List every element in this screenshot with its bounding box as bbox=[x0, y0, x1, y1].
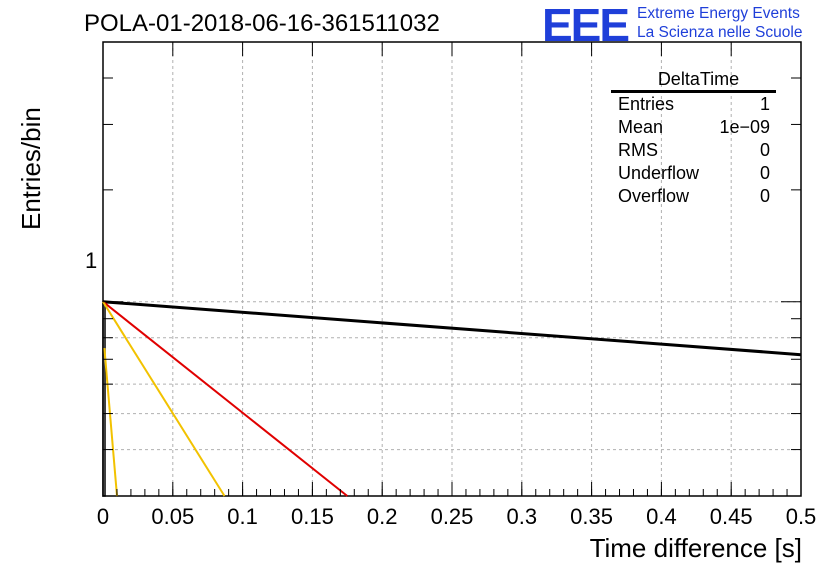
stats-label: Underflow bbox=[618, 163, 700, 183]
x-axis-label: Time difference [s] bbox=[589, 533, 802, 563]
x-tick-label: 0.35 bbox=[570, 504, 613, 529]
stats-row-overflow: Overflow 0 bbox=[611, 185, 776, 208]
x-tick-label: 0.05 bbox=[151, 504, 194, 529]
stats-label: Mean bbox=[618, 117, 664, 137]
x-tick-label: 0.2 bbox=[367, 504, 398, 529]
chart-title: POLA-01-2018-06-16-361511032 bbox=[84, 10, 440, 37]
y-axis-label: Entries/bin bbox=[16, 107, 46, 230]
stats-header: DeltaTime bbox=[611, 69, 776, 93]
x-tick-label: 0.15 bbox=[291, 504, 334, 529]
x-axis-ticks: 0 0.05 0.1 0.15 0.2 0.25 0.3 0.35 0.4 0.45 0.5 bbox=[97, 42, 816, 529]
stats-value: 1e−09 bbox=[719, 117, 770, 137]
logo-caption-line2: La Scienza nelle Scuole bbox=[637, 24, 803, 41]
grid-lines bbox=[103, 42, 801, 496]
stats-label: RMS bbox=[618, 140, 658, 160]
stats-value: 0 bbox=[759, 140, 770, 160]
stats-box: DeltaTime Entries 1 Mean 1e−09 RMS 0 Underf… bbox=[611, 69, 776, 208]
logo-caption-line1: Extreme Energy Events bbox=[637, 5, 800, 22]
x-tick-label: 0.3 bbox=[507, 504, 538, 529]
stats-row-rms: RMS 0 bbox=[611, 139, 776, 162]
eee-logo: EEE bbox=[542, 0, 630, 51]
logo-caption: Extreme Energy Events La Scienza nelle S… bbox=[637, 4, 802, 42]
series-line-yellow bbox=[102, 301, 226, 497]
x-tick-label: 0.5 bbox=[786, 504, 817, 529]
series-line-red bbox=[102, 300, 348, 497]
stats-row-underflow: Underflow 0 bbox=[611, 162, 776, 185]
stats-row-mean: Mean 1e−09 bbox=[611, 116, 776, 139]
stats-value: 0 bbox=[759, 186, 770, 206]
histogram-bin bbox=[102, 300, 106, 497]
y-axis-ticks bbox=[103, 77, 801, 451]
stats-value: 0 bbox=[759, 163, 770, 183]
series-line-black bbox=[102, 300, 802, 357]
x-tick-label: 0.1 bbox=[227, 504, 258, 529]
x-tick-label: 0.45 bbox=[710, 504, 753, 529]
stats-value: 1 bbox=[759, 94, 770, 114]
x-tick-label: 0.4 bbox=[646, 504, 677, 529]
stats-row-entries: Entries 1 bbox=[611, 93, 776, 116]
x-tick-label: 0.25 bbox=[431, 504, 474, 529]
stats-label: Entries bbox=[618, 94, 675, 114]
stats-label: Overflow bbox=[618, 186, 690, 206]
y-tick-label-1: 1 bbox=[85, 248, 98, 273]
x-tick-label: 0 bbox=[97, 504, 109, 529]
fit-curves bbox=[102, 300, 802, 497]
series-line-yellow bbox=[103, 348, 118, 497]
